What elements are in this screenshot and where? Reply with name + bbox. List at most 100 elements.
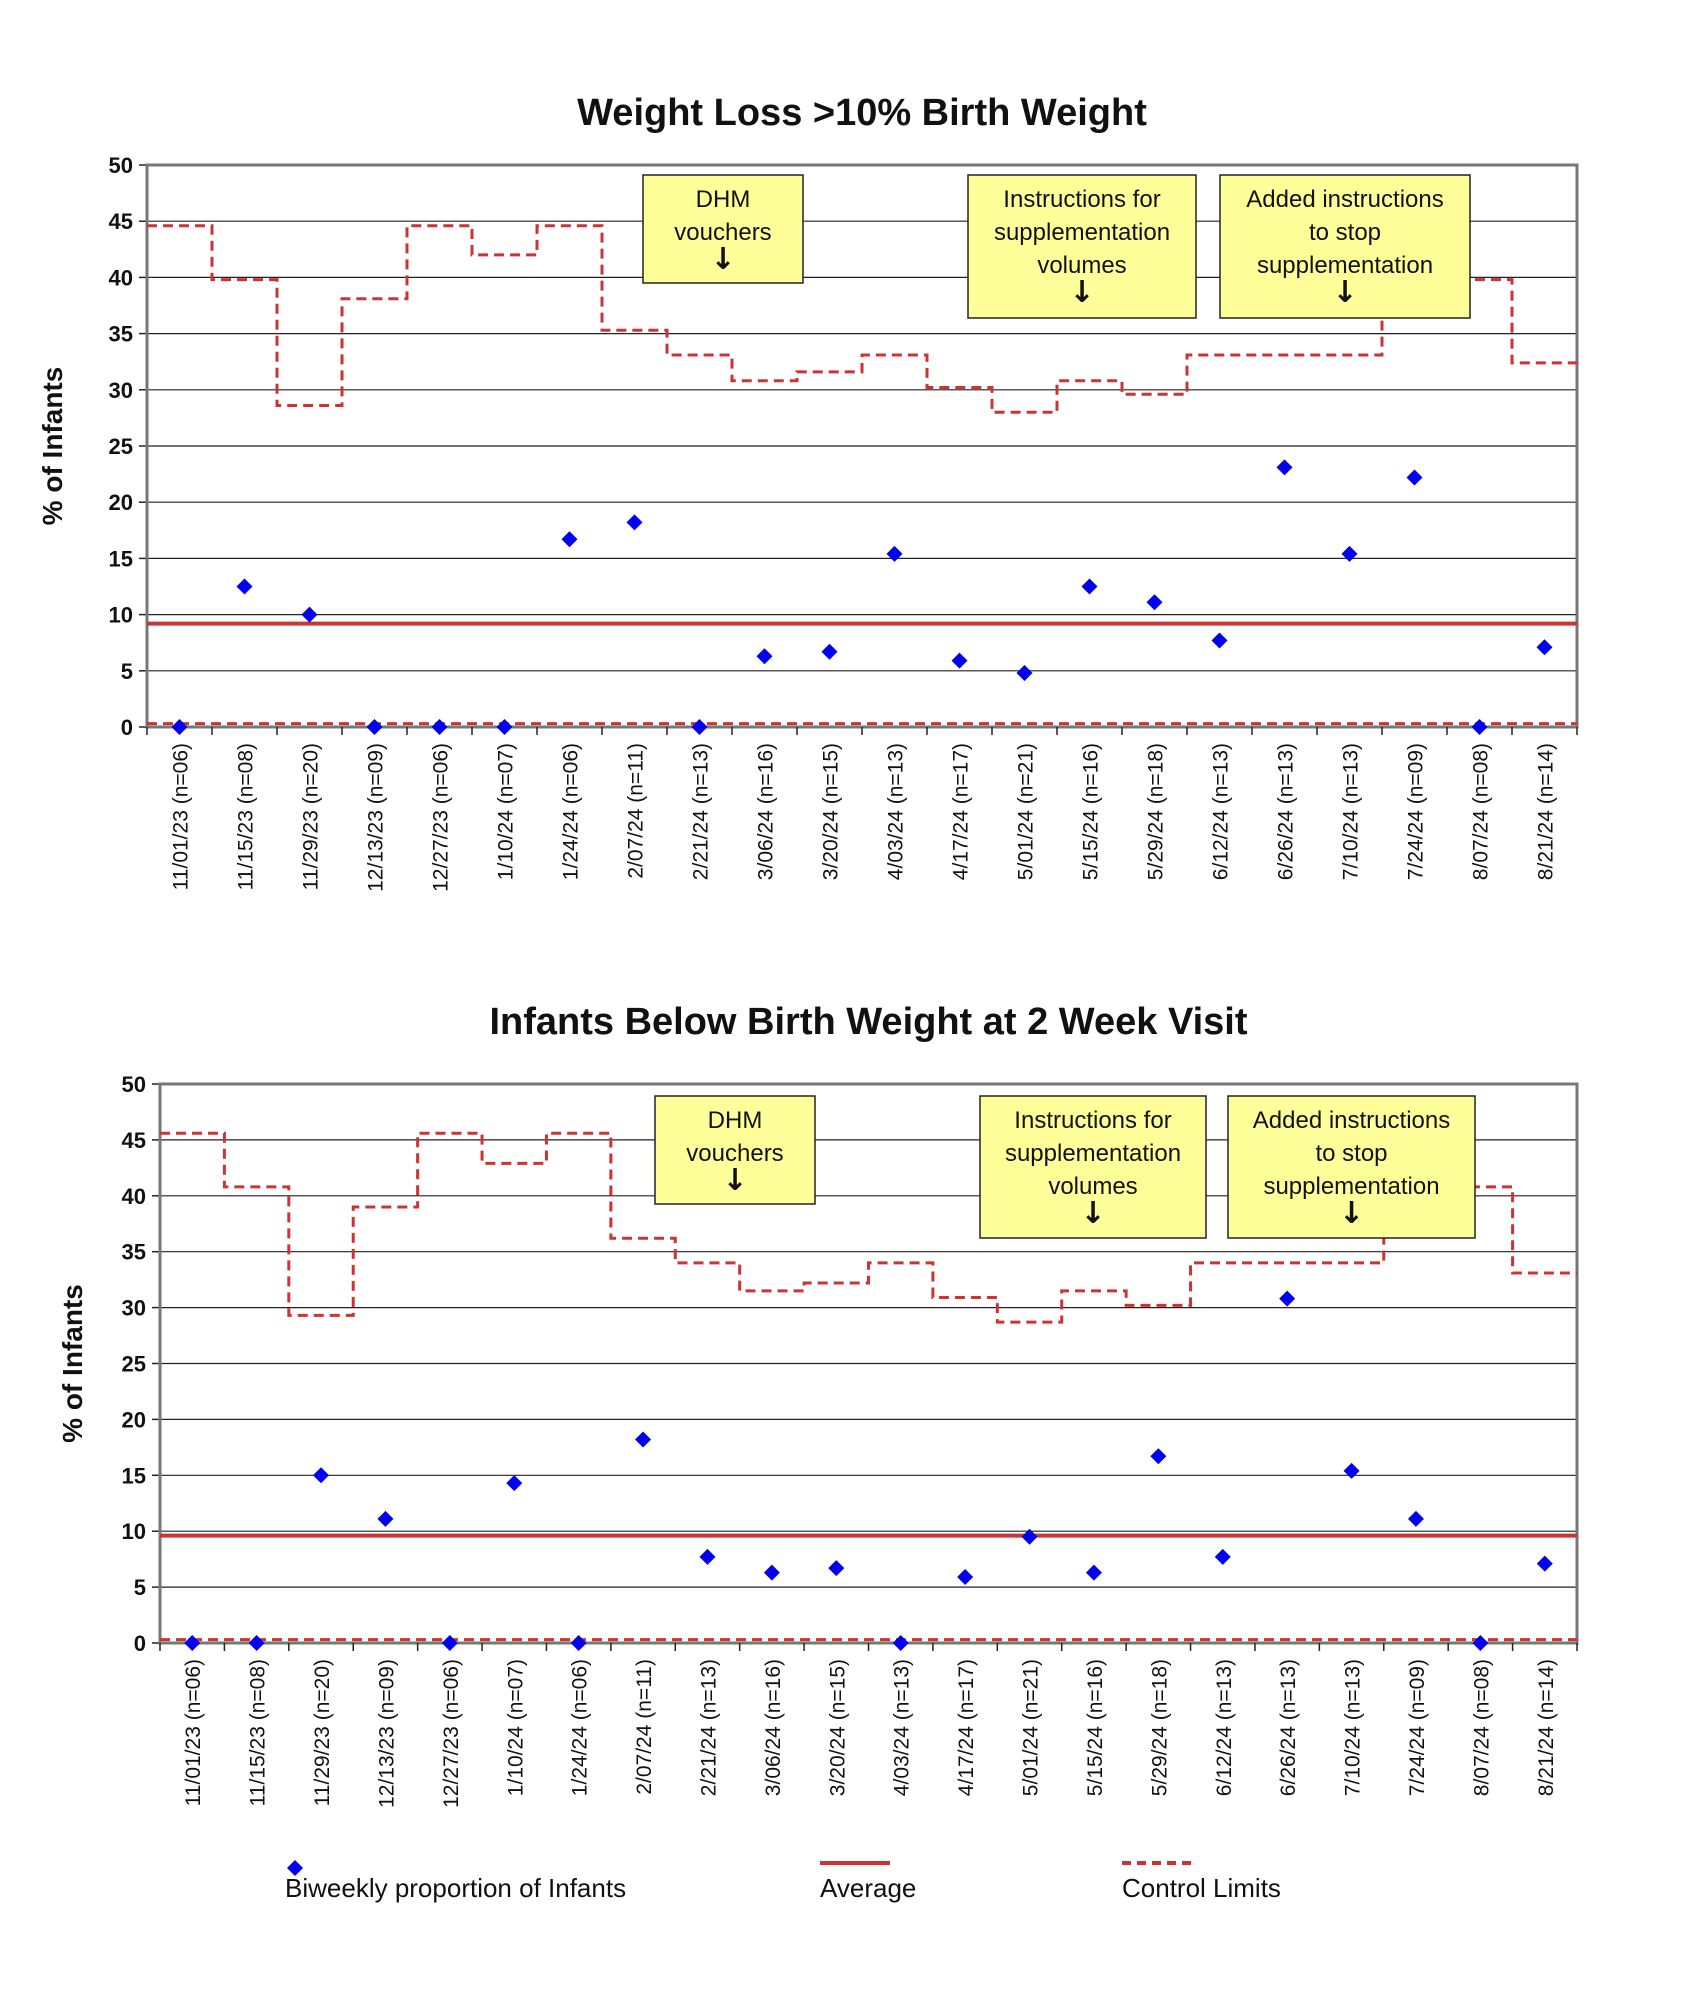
c2-y-tick-label: 15 (122, 1463, 146, 1488)
c1-data-point (171, 719, 188, 735)
c2-annotation-3: Added instructions to stop supplementation… (1227, 1095, 1476, 1239)
c1-x-tick-label: 8/07/24 (n=08) (1470, 743, 1493, 880)
c2-data-point (957, 1569, 974, 1586)
c2-data-point (892, 1635, 909, 1651)
c1-x-tick-label: 5/15/24 (n=16) (1080, 743, 1103, 880)
c1-y-tick-label: 40 (109, 265, 133, 290)
c1-data-point (1406, 469, 1423, 486)
c2-y-tick-label: 20 (122, 1407, 146, 1432)
c1-y-tick-label: 30 (109, 378, 133, 403)
c1-annotation-box (642, 174, 804, 284)
c1-data-point (1276, 459, 1293, 476)
c1-chart-title: Weight Loss >10% Birth Weight (577, 92, 1147, 134)
c2-data-point (313, 1467, 330, 1484)
c2-data-point (1085, 1564, 1102, 1581)
c1-data-point (691, 719, 708, 735)
c2-data-point (506, 1475, 523, 1492)
c2-y-tick-label: 10 (122, 1519, 146, 1544)
c1-annotation-text: supplementation (1257, 252, 1433, 279)
c1-x-tick-label: 1/24/24 (n=06) (560, 743, 583, 880)
c2-x-tick-label: 11/01/23 (n=06) (182, 1659, 205, 1806)
c1-x-tick-label: 6/12/24 (n=13) (1210, 743, 1233, 880)
c1-y-tick-label: 45 (109, 209, 133, 234)
c1-data-point (886, 545, 903, 562)
c2-data-point (828, 1560, 845, 1577)
c2-x-tick-label: 1/24/24 (n=06) (569, 1659, 592, 1796)
c1-data-point (1536, 639, 1553, 656)
c2-chart: Infants Below Birth Weight at 2 Week Vis… (57, 1001, 1579, 1808)
c1-data-point (1341, 545, 1358, 562)
c2-annotation-2: Instructions for supplementation volumes↓ (979, 1095, 1207, 1239)
c2-x-tick-label: 4/03/24 (n=13) (891, 1659, 914, 1796)
c2-x-tick-label: 8/21/24 (n=14) (1535, 1659, 1558, 1796)
c1-x-tick-label: 5/29/24 (n=18) (1145, 743, 1168, 880)
legend-label-average: Average (820, 1872, 917, 1903)
c1-x-tick-label: 2/07/24 (n=11) (625, 743, 648, 879)
c1-x-tick-label: 1/10/24 (n=07) (495, 743, 518, 880)
dashed-line-icon (1122, 1861, 1192, 1865)
c2-down-arrow-icon: ↓ (722, 1163, 747, 1198)
c2-x-tick-label: 12/13/23 (n=09) (375, 1659, 398, 1808)
solid-line-icon (820, 1861, 890, 1865)
c1-y-tick-label: 10 (109, 603, 133, 628)
legend-item-biweekly: Biweekly proportion of Infants (285, 1858, 626, 1918)
c1-data-point (236, 578, 253, 595)
c2-annotation-text: Instructions for (1014, 1107, 1171, 1134)
c2-data-point (1407, 1510, 1424, 1527)
c1-down-arrow-icon: ↓ (1069, 275, 1094, 310)
legend-label-biweekly: Biweekly proportion of Infants (285, 1872, 627, 1903)
c2-y-tick-label: 0 (134, 1631, 146, 1656)
c2-x-tick-label: 12/27/23 (n=06) (440, 1659, 463, 1808)
c1-annotation-2: Instructions for supplementation volumes↓ (967, 174, 1197, 319)
c1-down-arrow-icon: ↓ (1332, 275, 1357, 310)
c1-x-tick-label: 7/24/24 (n=09) (1405, 743, 1428, 880)
c1-annotation-text: to stop (1309, 219, 1381, 246)
c2-x-tick-label: 5/15/24 (n=16) (1084, 1659, 1107, 1796)
c1-annotation-1: DHM vouchers↓ (642, 174, 804, 284)
c1-data-point (951, 652, 968, 669)
c1-x-tick-label: 11/29/23 (n=20) (300, 743, 323, 890)
c2-data-point (1021, 1528, 1038, 1545)
c1-data-point (821, 643, 838, 660)
c2-y-tick-label: 25 (122, 1352, 146, 1377)
c2-x-tick-label: 5/01/24 (n=21) (1020, 1659, 1043, 1796)
c2-data-point (1343, 1462, 1360, 1479)
c1-data-point (1016, 665, 1033, 682)
c1-y-tick-label: 25 (109, 434, 133, 459)
c1-chart: Weight Loss >10% Birth Weight % of Infant… (37, 92, 1579, 892)
c1-data-point (366, 719, 383, 735)
c2-annotation-text: to stop (1315, 1140, 1387, 1167)
c1-x-tick-label: 12/13/23 (n=09) (365, 743, 388, 892)
c2-annotation-box (979, 1095, 1207, 1239)
c1-annotation-text: DHM (696, 186, 751, 213)
c2-data-point (1150, 1448, 1167, 1465)
c1-y-tick-label: 5 (121, 659, 133, 684)
c1-annotation-text: Added instructions (1246, 186, 1443, 213)
c1-x-tick-label: 4/17/24 (n=17) (950, 743, 973, 880)
c1-data-point (626, 514, 643, 531)
c2-y-tick-label: 50 (122, 1072, 146, 1097)
c1-x-tick-label: 3/06/24 (n=16) (755, 743, 778, 880)
c1-y-tick-label: 20 (109, 490, 133, 515)
c2-annotation-box (1227, 1095, 1476, 1239)
c1-y-axis-label: % of Infants (37, 367, 68, 526)
c1-x-tick-label: 12/27/23 (n=06) (430, 743, 453, 892)
legend-label-control-limits: Control Limits (1122, 1872, 1281, 1903)
c2-y-tick-label: 30 (122, 1296, 146, 1321)
diamond-marker-icon (287, 1860, 303, 1876)
c1-x-tick-label: 5/01/24 (n=21) (1015, 743, 1038, 880)
c1-x-tick-label: 4/03/24 (n=13) (885, 743, 908, 880)
c2-x-tick-label: 3/06/24 (n=16) (762, 1659, 785, 1796)
c1-data-point (1081, 578, 1098, 595)
c2-y-tick-label: 35 (122, 1240, 146, 1265)
legend: Biweekly proportion of Infants Average C… (0, 1858, 1705, 1918)
legend-item-control-limits: Control Limits (1122, 1858, 1281, 1918)
c2-annotation-text: Added instructions (1253, 1107, 1450, 1134)
c2-x-tick-label: 4/17/24 (n=17) (955, 1659, 978, 1796)
c2-y-tick-label: 40 (122, 1184, 146, 1209)
c2-x-tick-label: 1/10/24 (n=07) (504, 1659, 527, 1796)
c2-x-tick-label: 11/15/23 (n=08) (247, 1659, 270, 1806)
c1-y-tick-label: 15 (109, 546, 133, 571)
